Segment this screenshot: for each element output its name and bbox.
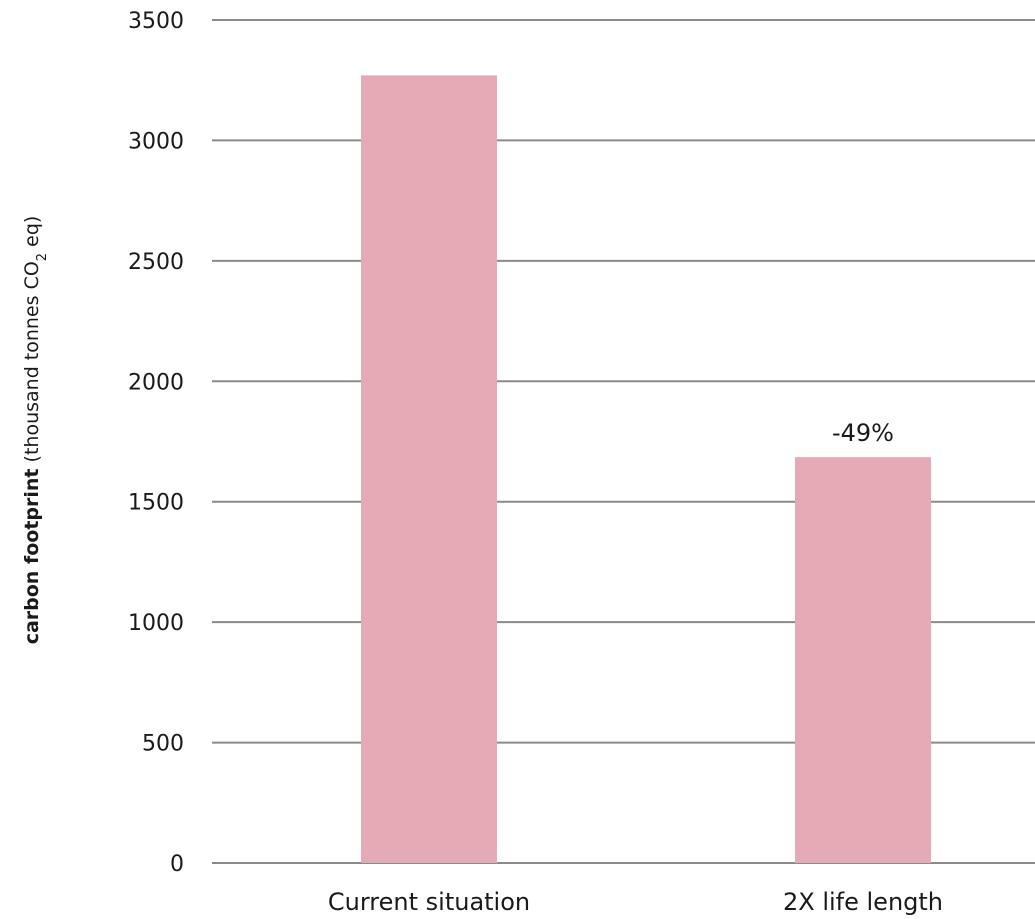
y-tick-label: 3000	[128, 129, 184, 154]
y-axis-title-subscript: 2	[35, 253, 50, 261]
x-axis-categories: Current situation 2X life length	[328, 888, 943, 916]
y-tick-label: 1000	[128, 611, 184, 636]
bars	[361, 75, 931, 863]
y-tick-label: 2000	[128, 370, 184, 395]
y-tick-label: 1500	[128, 491, 184, 516]
gridlines	[212, 19, 1035, 864]
bar-2	[795, 457, 931, 863]
y-axis-title-unit: (thousand tonnes CO	[21, 261, 43, 462]
bar-1	[361, 75, 497, 863]
y-tick-label: 500	[142, 732, 184, 757]
y-axis-ticks: 0 500 1000 1500 2000 2500 3000 3500	[128, 9, 184, 877]
y-axis-title-unit-end: eq)	[21, 216, 43, 253]
x-category-label: 2X life length	[783, 888, 943, 916]
bar-data-label: -49%	[832, 419, 894, 447]
y-tick-label: 3500	[128, 9, 184, 34]
y-axis-title: carbon footprint (thousand tonnes CO2 eq…	[21, 216, 50, 645]
x-category-label: Current situation	[328, 888, 530, 916]
data-labels: -49%	[832, 419, 894, 447]
y-tick-label: 2500	[128, 250, 184, 275]
y-tick-label: 0	[170, 852, 184, 877]
y-axis-title-main: carbon footprint	[21, 469, 43, 645]
